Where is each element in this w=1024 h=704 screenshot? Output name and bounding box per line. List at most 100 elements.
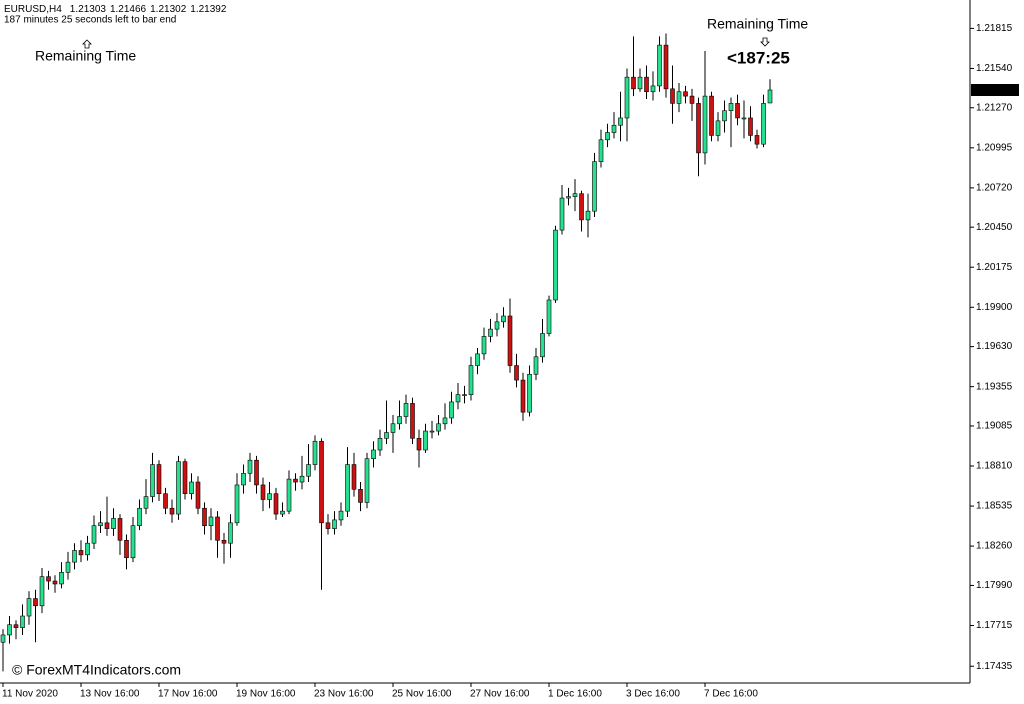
x-tick-label: 13 Nov 16:00 — [80, 689, 140, 700]
candle-body — [286, 478, 292, 512]
candle-body — [735, 103, 740, 119]
candle-body — [228, 522, 233, 544]
candle-body — [572, 193, 578, 197]
y-tick-label: 1.21270 — [976, 102, 1013, 113]
candle-body — [33, 598, 38, 607]
timer-text: 187 minutes 25 seconds left to bar end — [4, 15, 176, 26]
candle-body — [494, 321, 500, 330]
candle-body — [7, 624, 12, 636]
candle-body — [442, 417, 448, 425]
candle-body — [65, 561, 71, 573]
y-tick-label: 1.18810 — [976, 461, 1013, 472]
y-tick-label: 1.18535 — [976, 501, 1013, 512]
candle-body — [423, 430, 428, 451]
x-tick-label: 1 Dec 16:00 — [548, 689, 602, 700]
candle-body — [143, 496, 149, 509]
candle-body — [117, 518, 123, 541]
candle-body — [46, 576, 51, 582]
candle-body — [319, 440, 324, 524]
candle-body — [299, 475, 305, 483]
annotation-label: Remaining Time — [35, 48, 136, 64]
candle-body — [260, 484, 266, 500]
y-tick-label: 1.19355 — [976, 381, 1013, 392]
candle-body — [689, 95, 695, 104]
candle-body — [0, 634, 6, 643]
candle-body — [169, 507, 175, 515]
chart-header: EURUSD,H4 1.21303 1.21466 1.21302 1.21392 — [4, 4, 227, 15]
candle-body — [741, 117, 747, 120]
candle-body — [20, 615, 25, 628]
x-tick-label: 3 Dec 16:00 — [626, 689, 680, 700]
candle-body — [650, 85, 656, 93]
candle-body — [202, 507, 207, 527]
annotation-label: Remaining Time — [707, 16, 808, 32]
candle-body — [156, 464, 162, 494]
candle-body — [598, 139, 604, 162]
candle-body — [475, 353, 480, 366]
candle-body — [254, 459, 259, 486]
candle-body — [514, 365, 519, 381]
candle-body — [267, 493, 272, 500]
candle-body — [533, 356, 539, 375]
candle-body — [754, 135, 760, 145]
candle-body — [709, 95, 714, 136]
candle-body — [605, 132, 610, 141]
candle-body — [273, 493, 279, 515]
candle-body — [78, 550, 84, 556]
candle-body — [384, 432, 389, 439]
candle-body — [585, 210, 591, 221]
candle-body — [150, 464, 155, 497]
y-tick-label: 1.17990 — [976, 580, 1013, 591]
candle-body — [429, 430, 435, 433]
candle-body — [683, 91, 688, 97]
candle-body — [26, 598, 32, 617]
x-tick-label: 19 Nov 16:00 — [236, 689, 296, 700]
candle-body — [761, 103, 766, 145]
candle-body — [501, 315, 506, 323]
x-tick-label: 27 Nov 16:00 — [470, 689, 530, 700]
candle-body — [325, 522, 331, 529]
candle-body — [455, 394, 461, 403]
candle-body — [371, 449, 376, 460]
candle-body — [137, 507, 142, 527]
candle-body — [579, 193, 584, 221]
remaining-time: <187:25 — [727, 48, 790, 67]
candle-body — [592, 161, 597, 212]
candle-body — [416, 438, 422, 451]
candle-body — [72, 550, 77, 563]
x-tick-label: 17 Nov 16:00 — [158, 689, 218, 700]
candle-body — [176, 461, 181, 515]
candle-body — [104, 522, 110, 529]
candle-body — [332, 519, 337, 529]
x-tick-label: 7 Dec 16:00 — [704, 689, 758, 700]
candle-body — [52, 580, 58, 585]
candle-body — [234, 484, 240, 524]
candle-body — [215, 516, 220, 541]
candle-body — [195, 481, 201, 509]
x-tick-label: 11 Nov 2020 — [2, 689, 58, 700]
candle-body — [85, 542, 90, 556]
x-tick-label: 23 Nov 16:00 — [314, 689, 374, 700]
candle-body — [676, 91, 682, 104]
candle-body — [696, 103, 701, 154]
candle-body — [748, 117, 753, 136]
candle-body — [364, 458, 370, 503]
candle-body — [163, 493, 168, 509]
candle-body — [345, 464, 350, 512]
candle-body — [91, 525, 97, 544]
candle-body — [462, 394, 467, 396]
candle-body — [351, 464, 357, 490]
candle-body — [358, 489, 363, 503]
candle-body — [221, 539, 227, 544]
candle-body — [111, 518, 116, 529]
candle-body — [280, 510, 285, 515]
candle-body — [488, 328, 493, 337]
x-tick-label: 25 Nov 16:00 — [392, 689, 452, 700]
candle-body — [390, 423, 396, 433]
y-tick-label: 1.19085 — [976, 421, 1013, 432]
candle-body — [124, 539, 129, 559]
header-low: 1.21302 — [150, 4, 187, 15]
candle-body — [540, 333, 545, 358]
candle-body — [13, 624, 19, 628]
